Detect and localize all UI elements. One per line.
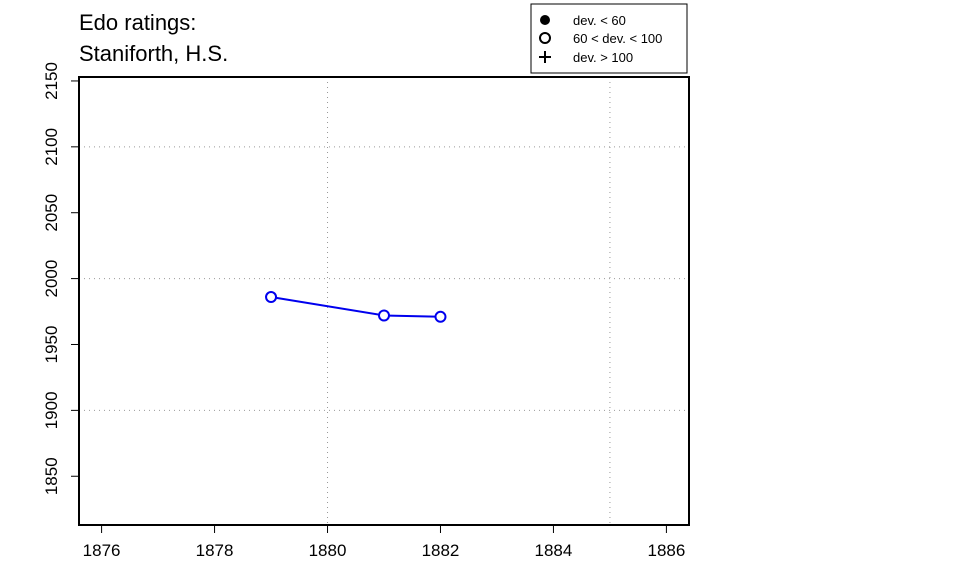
y-tick-label-1900: 1900 [42,391,61,429]
legend-filled-circle-icon [540,15,550,25]
y-tick-label-2150: 2150 [42,62,61,100]
y-tick-label-2000: 2000 [42,260,61,298]
y-tick-label-2050: 2050 [42,194,61,232]
legend-plus-icon [539,51,551,63]
legend-open-circle-icon [539,32,551,44]
x-tick-label-1878: 1878 [196,541,234,560]
x-axis: 1876 1878 1880 1882 1884 1886 [83,525,685,560]
y-tick-label-1850: 1850 [42,457,61,495]
series-line-0 [270,296,441,318]
plot-frame [78,76,690,526]
legend-box [530,3,688,74]
chart-title-line-1: Edo ratings: [79,10,196,35]
x-tick-label-1884: 1884 [535,541,573,560]
x-tick-label-1882: 1882 [422,541,460,560]
data-point-1881 [378,309,390,322]
grid-lines [79,77,689,525]
legend-label-low-dev: dev. < 60 [573,13,626,28]
data-point-1882 [434,310,447,323]
x-tick-label-1886: 1886 [647,541,685,560]
data-point-1879 [265,291,278,304]
y-axis: 1850 1900 1950 2000 2050 2100 2150 [42,62,79,495]
y-tick-label-1950: 1950 [42,326,61,364]
chart-title-line-2: Staniforth, H.S. [79,41,228,66]
x-tick-label-1876: 1876 [83,541,121,560]
rating-series [265,291,447,323]
y-tick-label-2100: 2100 [42,128,61,166]
x-tick-label-1880: 1880 [309,541,347,560]
legend: dev. < 60 60 < dev. < 100 dev. > 100 [530,3,688,74]
legend-label-mid-dev: 60 < dev. < 100 [573,31,662,46]
legend-label-high-dev: dev. > 100 [573,50,633,65]
